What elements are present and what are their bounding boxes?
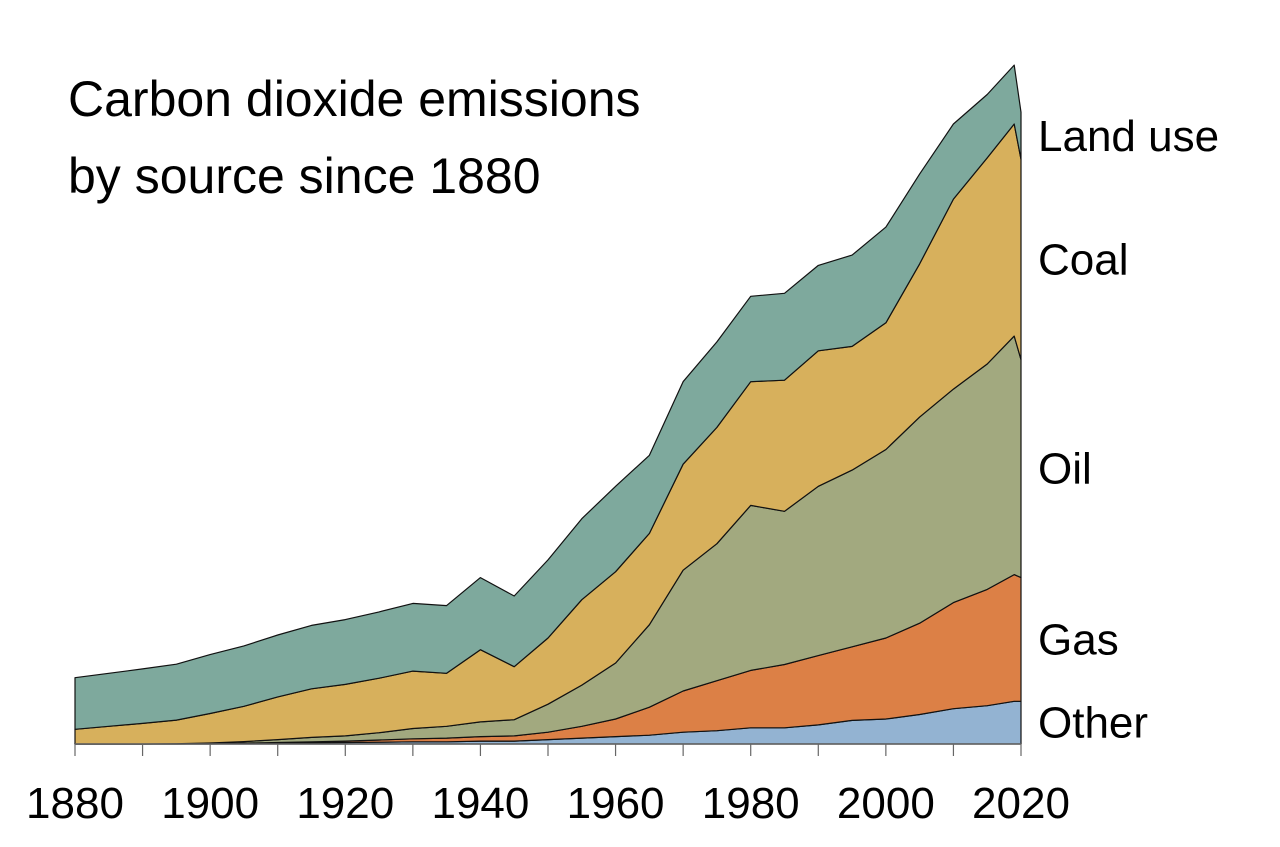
series-labels: Other Gas Oil Coal Land use [1038, 112, 1219, 748]
label-oil: Oil [1038, 445, 1092, 494]
stacked-areas [74, 64, 1022, 745]
chart-title-line-1: Carbon dioxide emissions [68, 71, 641, 127]
x-tick-label: 2000 [837, 779, 935, 828]
label-other: Other [1038, 699, 1148, 748]
area-land-use [74, 64, 1022, 730]
x-tick-label: 1960 [567, 779, 665, 828]
label-gas: Gas [1038, 615, 1119, 664]
x-tick-label: 2020 [972, 779, 1070, 828]
label-coal: Coal [1038, 236, 1129, 285]
label-land-use: Land use [1038, 112, 1219, 161]
x-tick-label: 1880 [26, 779, 124, 828]
x-tick-label: 1920 [296, 779, 394, 828]
x-tick-label: 1980 [702, 779, 800, 828]
x-tick-label: 1900 [161, 779, 259, 828]
x-tick-label: 1940 [431, 779, 529, 828]
x-axis: 1880 1900 1920 1940 1960 1980 2000 2020 [26, 743, 1070, 828]
chart-title-line-2: by source since 1880 [68, 148, 541, 204]
